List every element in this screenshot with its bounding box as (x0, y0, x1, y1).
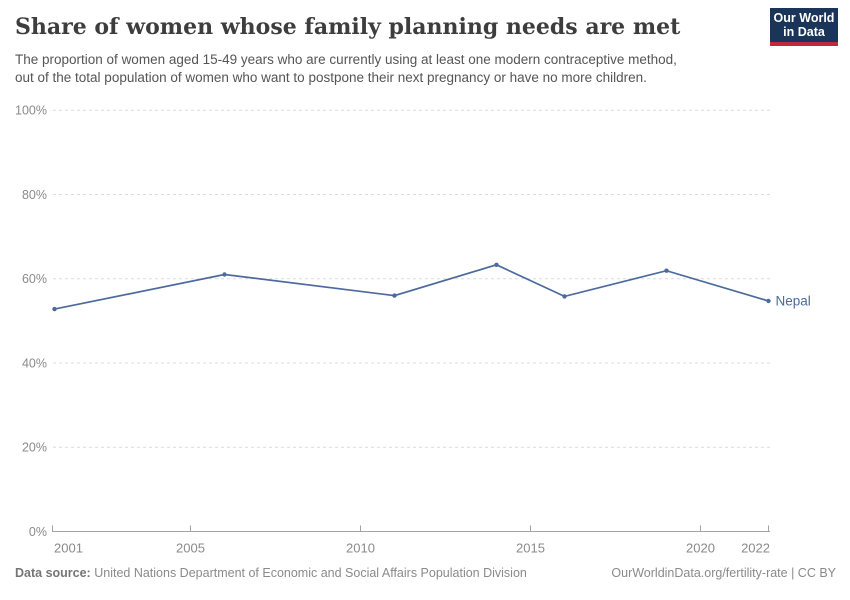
chart-subtitle-line1: The proportion of women aged 15-49 years… (15, 52, 677, 67)
page-title: Share of women whose family planning nee… (15, 14, 681, 40)
owid-logo-line2: in Data (783, 25, 825, 39)
y-tick-label: 60% (22, 272, 47, 286)
data-point (52, 306, 57, 312)
data-line (54, 263, 769, 310)
data-source-label: Data source: (15, 566, 91, 580)
chart-subtitle-line2: out of the total population of women who… (15, 69, 647, 85)
y-tick-label: 40% (22, 357, 47, 371)
x-tick-label: 2022 (741, 541, 770, 556)
data-point (494, 262, 499, 267)
owid-logo[interactable]: Our World in Data (770, 8, 838, 46)
credit-link[interactable]: OurWorldinData.org/fertility-rate | CC B… (611, 566, 836, 580)
y-tick-label: 20% (22, 441, 47, 455)
series-label: Nepal (776, 294, 811, 309)
x-tick-label: 2015 (516, 541, 545, 556)
y-tick-label: 0% (29, 525, 47, 539)
data-source: Data source: United Nations Department o… (15, 566, 527, 580)
y-tick-label: 80% (22, 188, 47, 202)
data-point (664, 268, 669, 273)
data-point (766, 298, 771, 304)
owid-logo-line1: Our World (773, 11, 835, 25)
x-tick-label: 2010 (346, 541, 375, 556)
x-tick-label: 2020 (686, 541, 715, 556)
data-source-text: United Nations Department of Economic an… (94, 566, 527, 580)
data-point (222, 272, 227, 277)
data-point (562, 294, 567, 299)
chart-footer: Data source: United Nations Department o… (15, 566, 836, 580)
x-tick-label: 2001 (54, 541, 83, 556)
y-tick-label: 100% (15, 104, 47, 118)
data-point (392, 293, 397, 298)
chart-subtitle: The proportion of women aged 15-49 years… (15, 51, 775, 86)
x-tick-label: 2005 (176, 541, 205, 556)
